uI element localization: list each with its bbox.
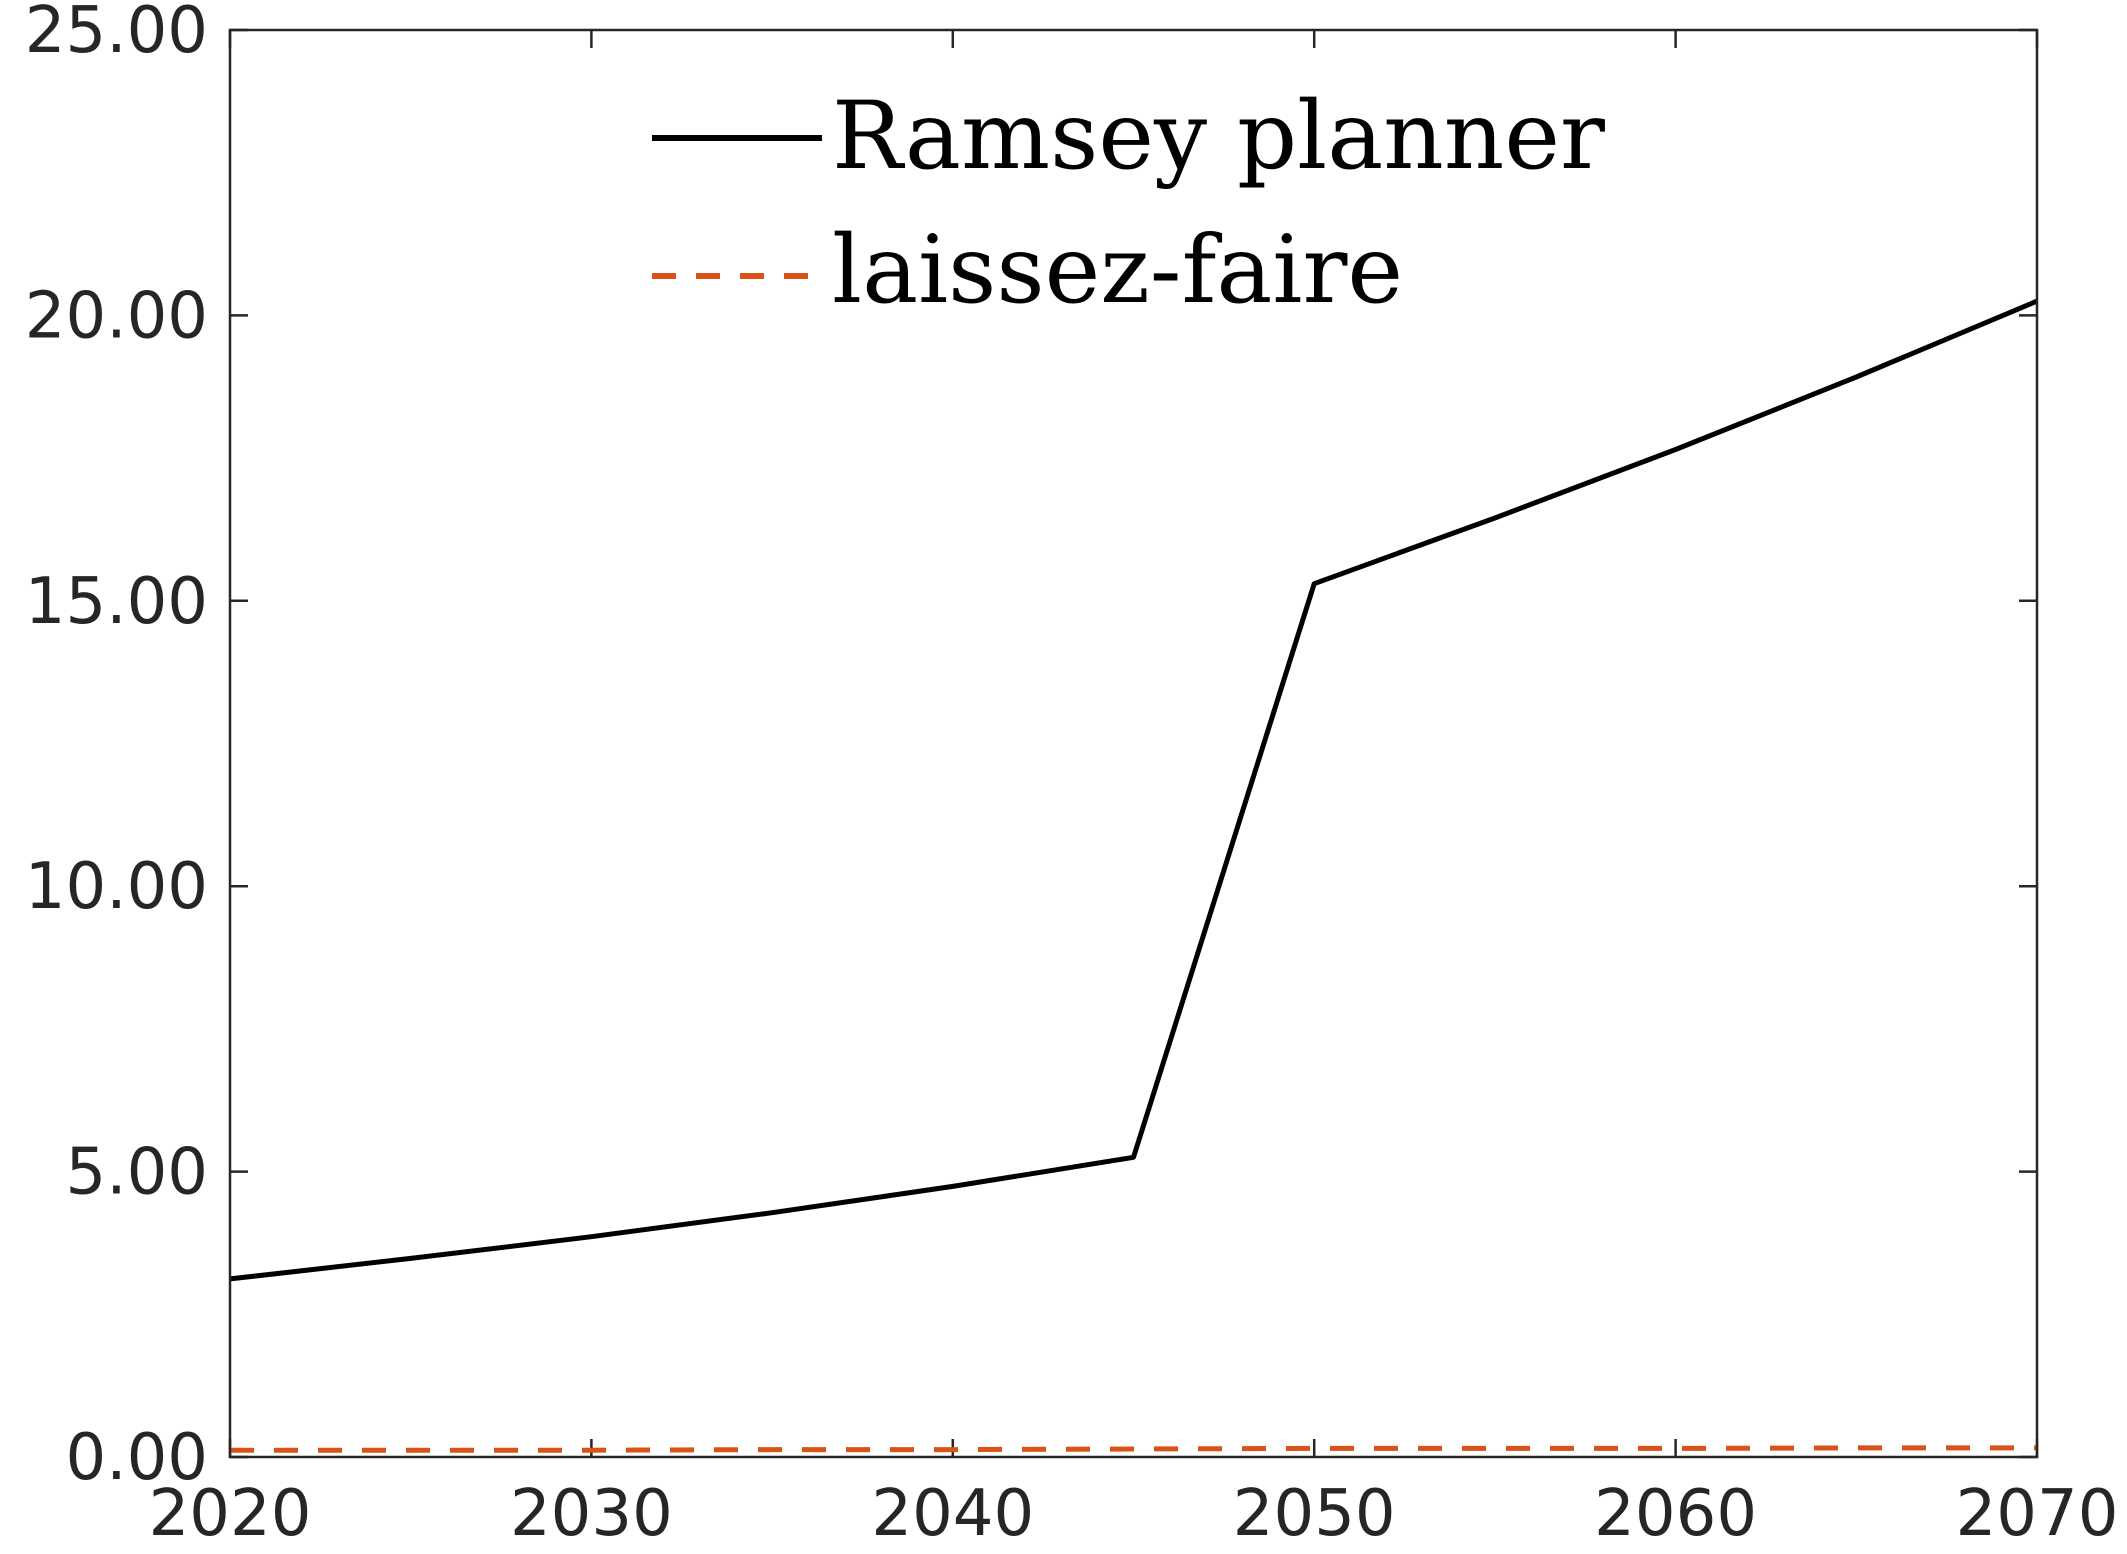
legend-label-laissez-faire: laissez-faire: [832, 216, 1403, 325]
x-tick-label: 2030: [510, 1477, 673, 1551]
x-tick-label: 2020: [149, 1477, 312, 1551]
series-line-ramsey-planner: [229, 298, 2038, 1282]
series-layer: [229, 298, 2038, 1453]
y-tick-label: 25.00: [25, 0, 208, 68]
x-tick-label: 2060: [1594, 1477, 1757, 1551]
legend-label-ramsey-planner: Ramsey planner: [832, 82, 1605, 191]
legend: Ramsey planner laissez-faire: [652, 82, 1605, 325]
x-tick-label: 2050: [1233, 1477, 1396, 1551]
y-tick-label: 10.00: [25, 850, 208, 924]
axes-box: [228, 28, 2039, 1459]
x-tick-label: 2070: [1956, 1477, 2119, 1551]
x-tick-label: 2040: [871, 1477, 1034, 1551]
y-tick-labels: 0.00 5.00 10.00 15.00 20.00 25.00: [25, 0, 208, 1495]
y-tick-label: 0.00: [66, 1421, 209, 1495]
y-tick-label: 15.00: [25, 565, 208, 639]
plot-area: [230, 30, 2037, 1457]
series-line-laissez-faire: [230, 1445, 2037, 1453]
x-tick-labels: 2020 2030 2040 2050 2060 2070: [149, 1477, 2119, 1551]
y-tick-label: 20.00: [25, 279, 208, 353]
y-tick-label: 5.00: [66, 1136, 209, 1210]
